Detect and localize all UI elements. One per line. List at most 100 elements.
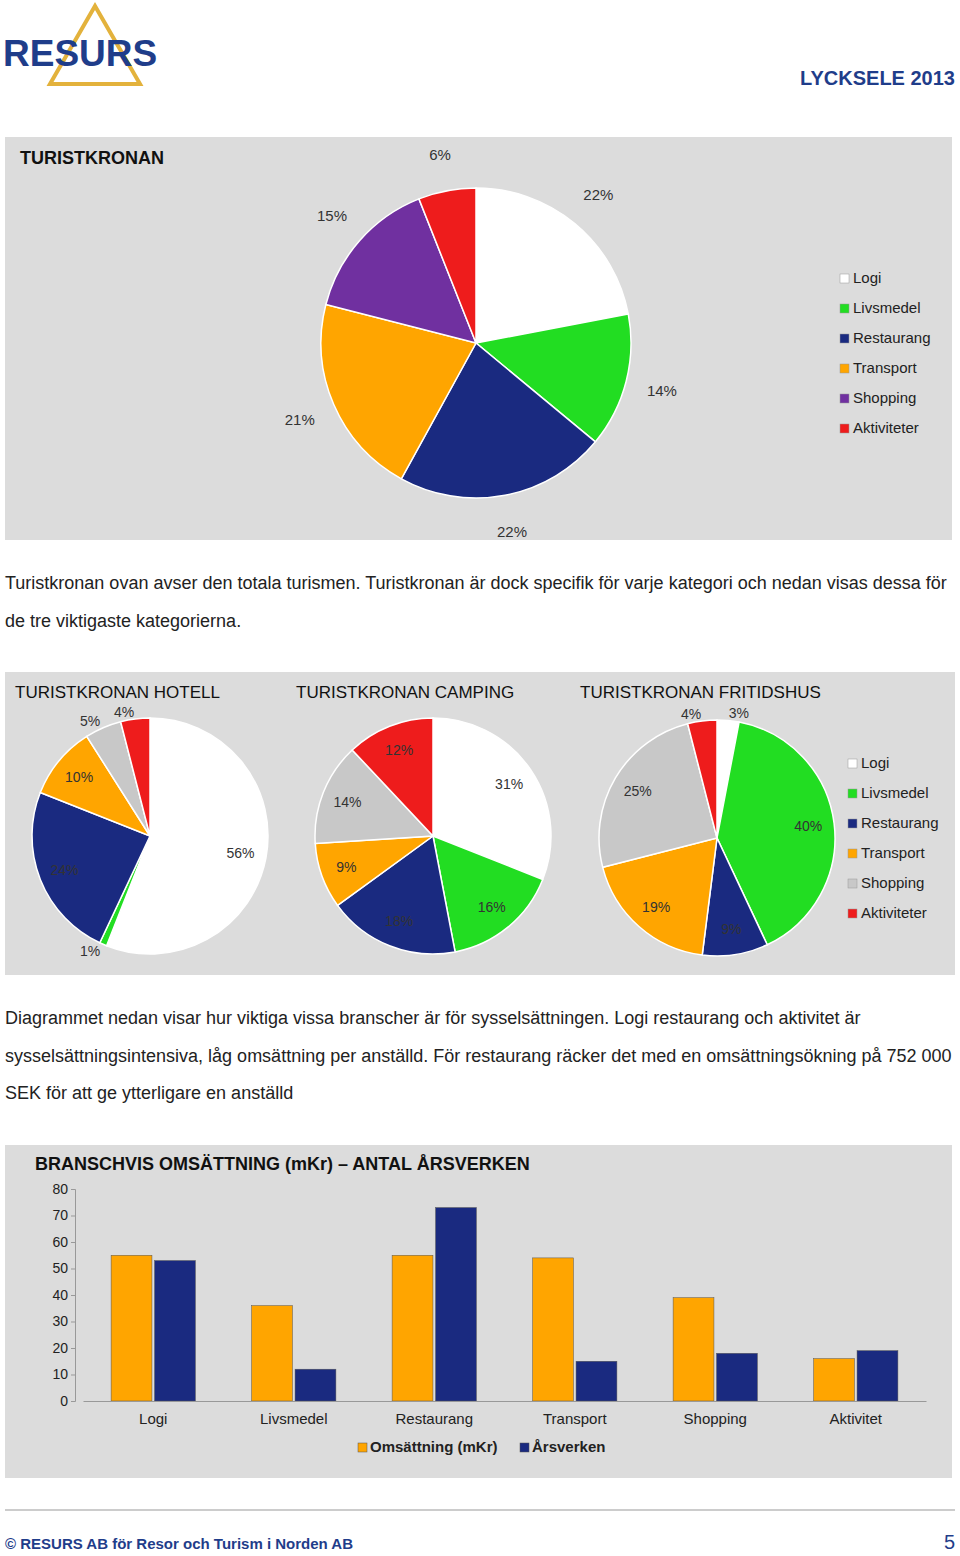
tick-label: Transport: [543, 1410, 607, 1427]
footer-rule: [5, 1510, 955, 1511]
data-label: 14%: [647, 382, 677, 399]
axis-line: [84, 1401, 927, 1402]
chart-title: TURISTKRONAN HOTELL: [15, 683, 220, 702]
legend-label: Aktiviteter: [861, 904, 927, 921]
header-title: LYCKSELE 2013: [800, 67, 955, 89]
chart-background: [5, 672, 955, 975]
tick-label: Livsmedel: [260, 1410, 328, 1427]
legend-swatch: [840, 424, 849, 433]
tick-label: 60: [52, 1234, 68, 1250]
tick: 10: [52, 1366, 75, 1382]
tick: Transport: [543, 1401, 607, 1427]
legend: Omsättning (mKr) Årsverken: [358, 1438, 605, 1455]
data-label: 21%: [285, 411, 315, 428]
tick-mark: [71, 1216, 75, 1217]
legend-label: Aktiviteter: [853, 419, 919, 436]
tick-label: 0: [60, 1393, 68, 1409]
chart-background: [5, 137, 952, 540]
legend-swatch: [848, 819, 857, 828]
tick-label: 40: [52, 1287, 68, 1303]
pie-slices: [315, 718, 551, 954]
tick-label: 10: [52, 1366, 68, 1382]
pie-chart: TURISTKRONAN CAMPING31%16%18%9%14%12%: [296, 683, 551, 954]
legend-swatch: [848, 909, 857, 918]
bar-chart: BRANSCHVIS OMSÄTTNING (mKr) – ANTAL ÅRSV…: [35, 1154, 927, 1455]
tick-mark: [71, 1375, 75, 1376]
legend-label: Logi: [861, 754, 889, 771]
tick: Restaurang: [395, 1401, 473, 1427]
data-label: 12%: [385, 742, 413, 758]
legend-swatch: [848, 789, 857, 798]
axis-line: [71, 1190, 76, 1402]
legend-swatch: [840, 334, 849, 343]
data-label: 4%: [114, 704, 134, 720]
data-label: 10%: [65, 769, 93, 785]
legend-label: Shopping: [861, 874, 924, 891]
legend-swatch: [848, 879, 857, 888]
tick: Aktivitet: [829, 1401, 882, 1427]
tick-mark: [71, 1189, 75, 1190]
pie-slice: [419, 188, 476, 343]
bar: [111, 1255, 152, 1401]
legend-label: Livsmedel: [853, 299, 921, 316]
data-label: 19%: [642, 899, 670, 915]
tick: 50: [52, 1260, 75, 1276]
tick-label: 20: [52, 1340, 68, 1356]
tick: 20: [52, 1340, 75, 1356]
pie-slices: [599, 720, 835, 956]
data-label: 22%: [497, 523, 527, 540]
bar: [436, 1208, 477, 1401]
pie-chart: TURISTKRONAN22%14%22%21%15%6%LogiLivsmed…: [20, 146, 931, 540]
data-label: 1%: [80, 943, 100, 959]
legend-label: Omsättning (mKr): [370, 1438, 498, 1455]
data-label: 6%: [429, 146, 451, 163]
data-label: 3%: [729, 705, 749, 721]
pie-slices: [321, 188, 631, 498]
bar: [717, 1353, 758, 1401]
legend-swatch: [848, 849, 857, 858]
tick-label: Aktivitet: [829, 1410, 882, 1427]
data-label: 24%: [50, 862, 78, 878]
legend: LogiLivsmedelRestaurangTransportShopping…: [848, 754, 939, 921]
chart-title: TURISTKRONAN CAMPING: [296, 683, 514, 702]
pie-slice: [315, 836, 433, 905]
data-label: 5%: [80, 713, 100, 729]
pie-chart: TURISTKRONAN FRITIDSHUS3%40%9%19%25%4%Lo…: [580, 683, 939, 956]
pie-slice: [121, 718, 150, 836]
data-label: 15%: [317, 207, 347, 224]
tick-label: Logi: [139, 1410, 167, 1427]
tick-mark: [71, 1242, 75, 1243]
bar: [857, 1351, 898, 1401]
tick-label: 30: [52, 1313, 68, 1329]
data-label: 16%: [478, 899, 506, 915]
y-axis: 0 10 20 30 40 50 60 70 80: [52, 1181, 75, 1409]
legend-label: Logi: [853, 269, 881, 286]
tick-mark: [71, 1401, 75, 1402]
data-label: 25%: [624, 783, 652, 799]
tick-mark: [71, 1295, 75, 1296]
bar: [155, 1261, 196, 1401]
tick-label: 70: [52, 1207, 68, 1223]
tick-label: 80: [52, 1181, 68, 1197]
legend-swatch: [840, 394, 849, 403]
chart-title: TURISTKRONAN FRITIDSHUS: [580, 683, 821, 702]
footer-text: © RESURS AB för Resor och Turism i Norde…: [5, 1535, 353, 1552]
legend-label: Restaurang: [853, 329, 931, 346]
logo-text: RESURS: [3, 33, 157, 74]
bar: [392, 1255, 433, 1401]
bar: [533, 1258, 574, 1401]
legend-label: Årsverken: [532, 1438, 605, 1455]
legend-swatch: [840, 304, 849, 313]
pie-slice: [352, 718, 433, 836]
legend-label: Transport: [853, 359, 917, 376]
paragraph: Diagrammet nedan visar hur viktiga vissa…: [5, 1000, 955, 1113]
tick-mark: [71, 1269, 75, 1270]
data-label: 18%: [385, 913, 413, 929]
tick: 40: [52, 1287, 75, 1303]
page-number: 5: [944, 1531, 955, 1553]
legend-swatch: [840, 274, 849, 283]
legend-swatch: [358, 1443, 367, 1452]
data-label: 31%: [495, 776, 523, 792]
paragraph: Turistkronan ovan avser den totala turis…: [5, 565, 955, 640]
tick: Livsmedel: [260, 1401, 328, 1427]
